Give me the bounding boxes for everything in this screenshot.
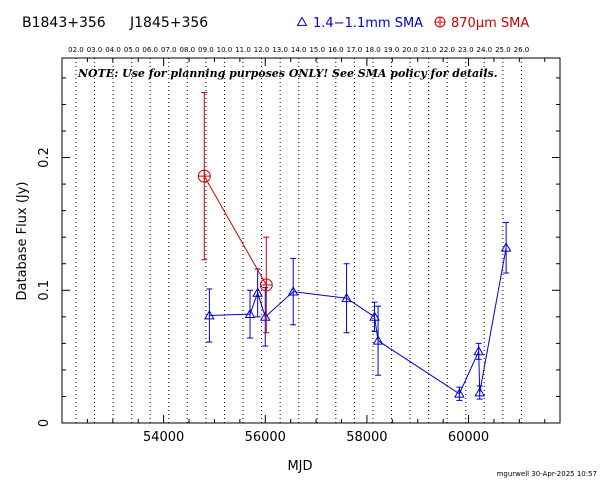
alt-source-name: J1845+356 [129, 15, 208, 31]
top-year-tick-label: 24.0 [476, 46, 492, 54]
top-year-tick-label: 15.0 [309, 46, 325, 54]
data-point [341, 292, 352, 303]
series-line [203, 175, 267, 286]
top-year-tick-label: 05.0 [124, 46, 140, 54]
top-year-tick-label: 18.0 [365, 46, 381, 54]
top-year-tick-label: 07.0 [161, 46, 177, 54]
data-point [500, 242, 512, 252]
y-tick-label: 0 [37, 419, 52, 427]
y-tick-label: 0.2 [37, 147, 52, 168]
top-year-tick-label: 03.0 [87, 46, 103, 54]
year-grid [75, 58, 522, 423]
data-point [474, 386, 486, 397]
plot-frame [61, 57, 561, 424]
top-year-tick-label: 11.0 [235, 46, 251, 54]
top-year-tick-label: 22.0 [439, 46, 455, 54]
data-point [454, 388, 465, 398]
data-point [473, 345, 485, 356]
x-tick-label: 54000 [143, 430, 184, 445]
data-point [369, 311, 380, 321]
data-point [197, 169, 211, 183]
top-year-tick-label: 13.0 [272, 46, 288, 54]
y-tick-label: 0.1 [37, 280, 52, 301]
legend-triangle [296, 16, 308, 26]
y-axis: 0 0.1 0.2 [37, 77, 560, 427]
top-year-tick-label: 09.0 [198, 46, 214, 54]
data-point [259, 311, 271, 321]
top-year-tick-label: 26.0 [514, 46, 530, 54]
top-year-tick-label: 21.0 [421, 46, 437, 54]
x-tick-label: 60000 [448, 430, 489, 445]
series-layer [197, 92, 512, 401]
series-line [209, 247, 507, 395]
top-year-axis: 02.0 03.0 04.0 05.0 06.0 07.0 08.0 09.0 10.0 11.0… [68, 46, 529, 54]
x-axis: 54000 56000 58000 60000 [61, 58, 546, 445]
top-year-tick-label: 14.0 [291, 46, 307, 54]
data-point [259, 278, 273, 292]
top-year-tick-label: 10.0 [217, 46, 233, 54]
series-0 [204, 222, 512, 401]
top-year-tick-label: 20.0 [402, 46, 418, 54]
data-point [244, 308, 256, 319]
footer-credit: mgurwell 30-Apr-2025 10:57 [497, 470, 597, 478]
legend-label-mm: 1.4−1.1mm SMA [313, 16, 423, 31]
top-year-tick-label: 04.0 [105, 46, 121, 54]
top-year-tick-label: 12.0 [254, 46, 270, 54]
top-year-tick-label: 17.0 [347, 46, 363, 54]
data-point [287, 286, 299, 296]
planning-note: NOTE: Use for planning purposes ONLY! Se… [77, 67, 498, 80]
top-year-tick-label: 08.0 [180, 46, 196, 54]
top-year-tick-label: 02.0 [68, 46, 84, 54]
x-axis-label: MJD [287, 459, 312, 474]
x-tick-label: 56000 [245, 430, 286, 445]
top-year-tick-label: 19.0 [384, 46, 400, 54]
data-point [252, 287, 264, 297]
source-name: B1843+356 [22, 15, 106, 31]
top-year-tick-label: 16.0 [328, 46, 344, 54]
top-year-tick-label: 06.0 [142, 46, 158, 54]
top-year-tick-label: 25.0 [495, 46, 511, 54]
series-1 [197, 92, 273, 334]
data-point [372, 335, 384, 345]
legend-circle-plus-marker [434, 16, 446, 28]
y-axis-label: Database Flux (Jy) [15, 182, 30, 301]
legend-circle-plus [434, 16, 446, 28]
x-tick-label: 58000 [346, 430, 387, 445]
data-point [204, 309, 215, 320]
legend-triangle-marker [296, 16, 308, 26]
top-year-tick-label: 23.0 [458, 46, 474, 54]
legend-label-submm: 870μm SMA [451, 16, 529, 31]
